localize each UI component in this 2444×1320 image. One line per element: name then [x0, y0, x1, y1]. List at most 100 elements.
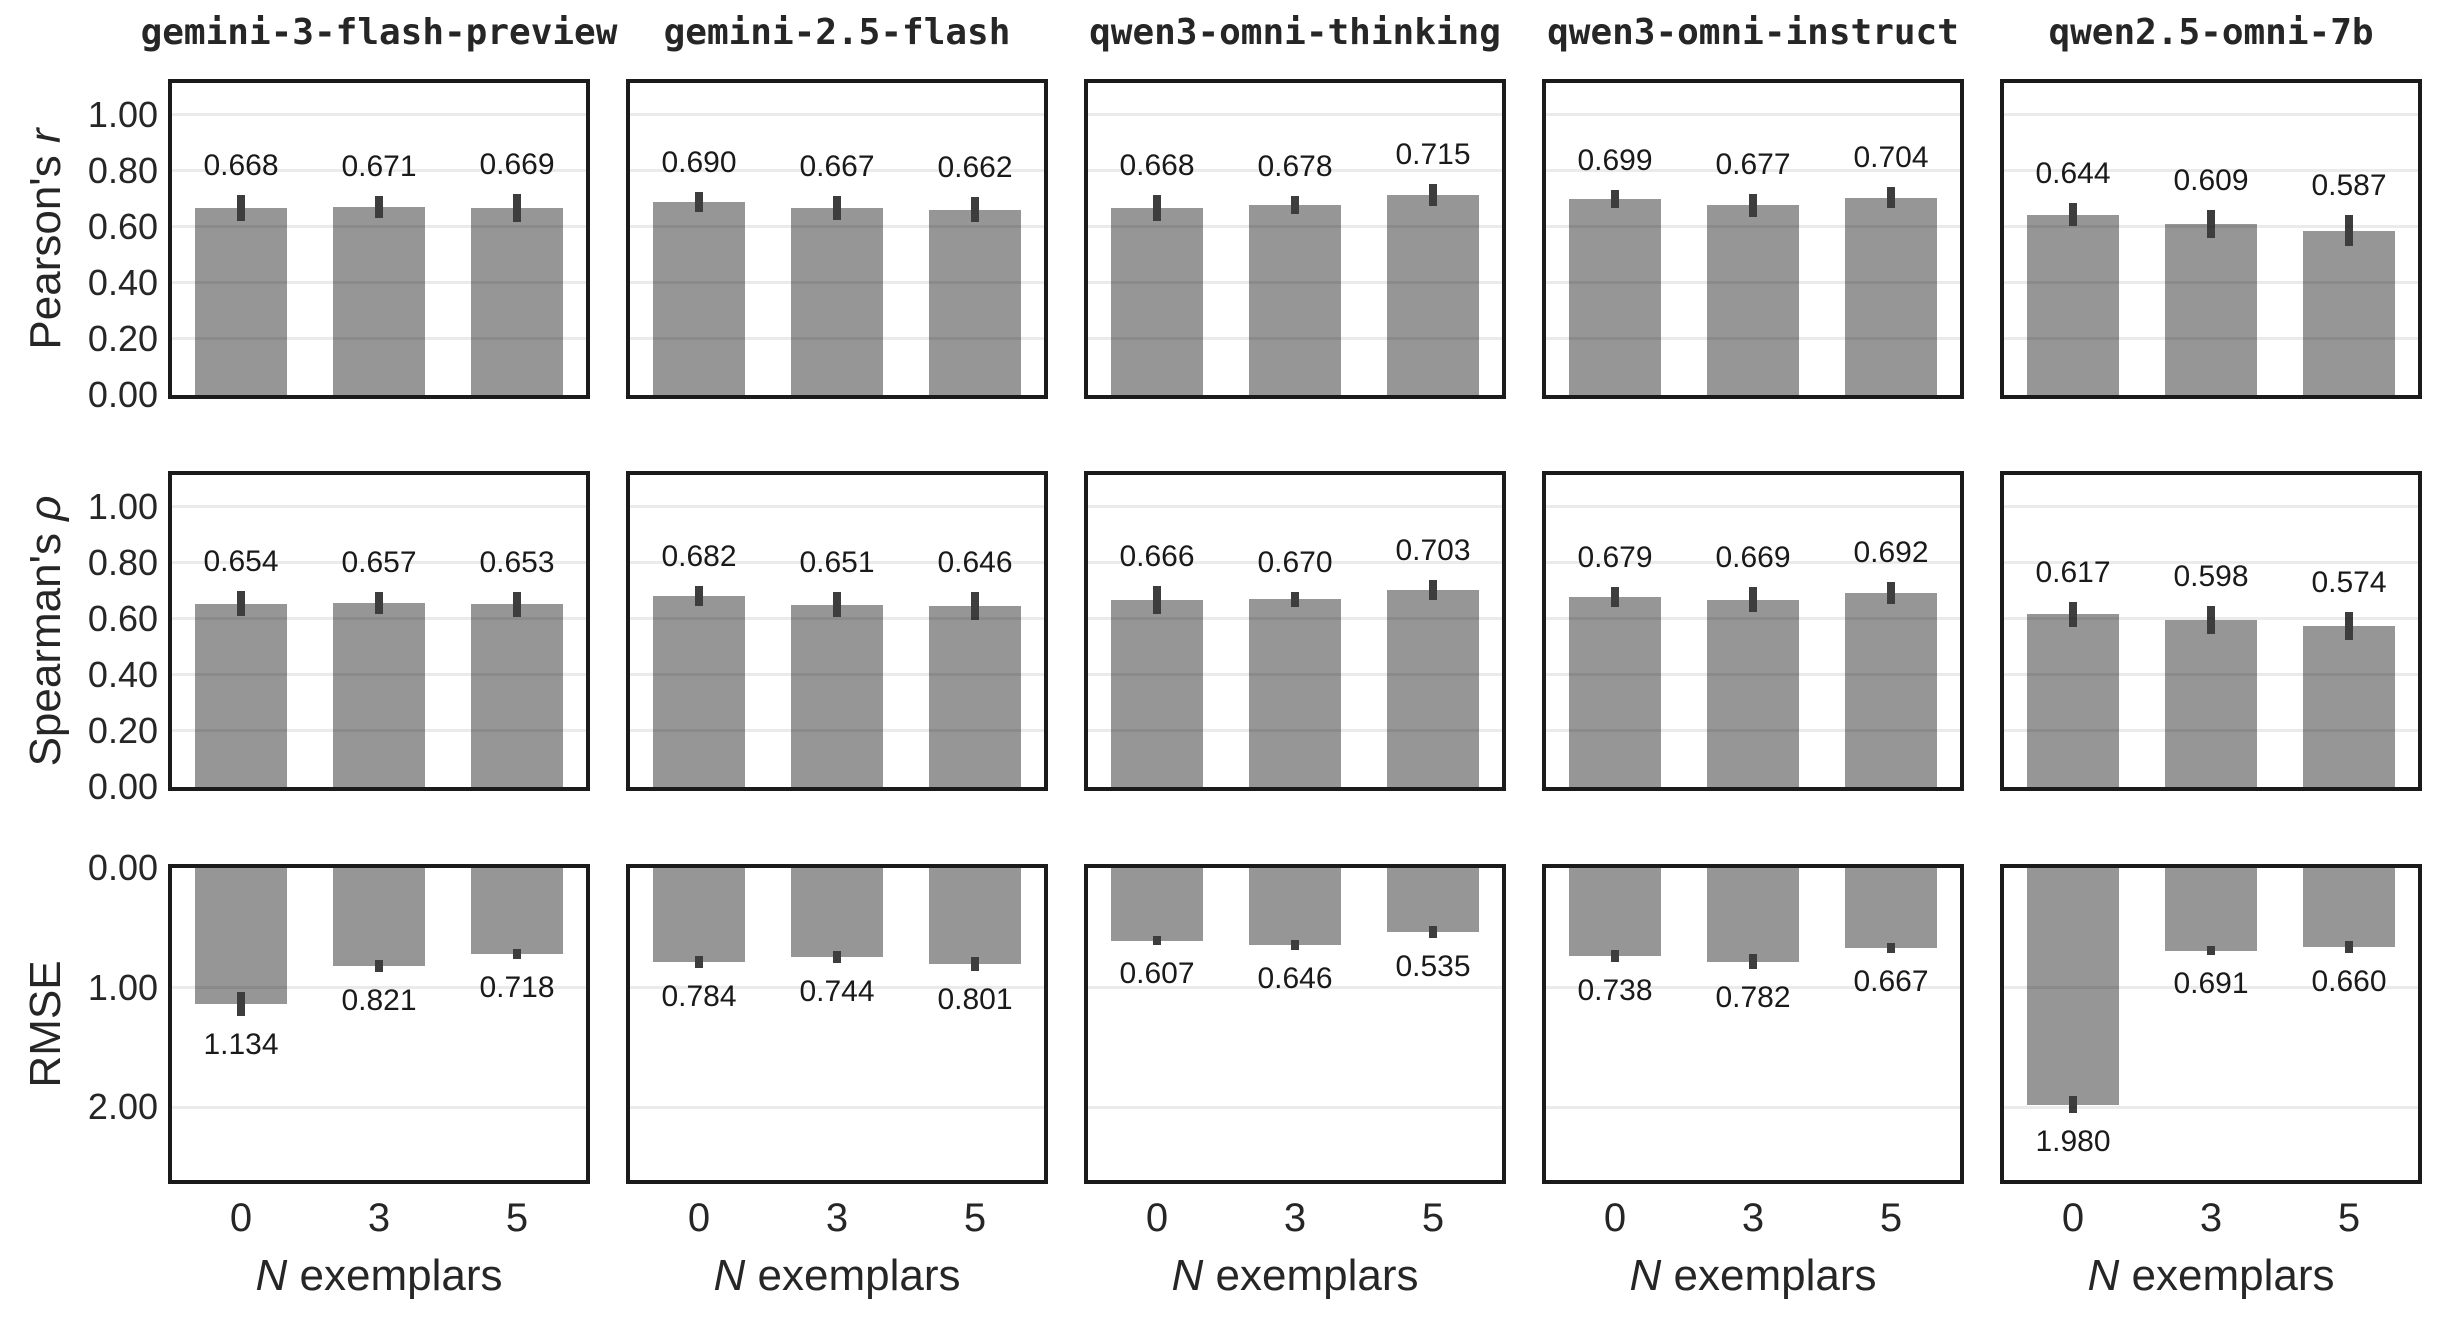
bar-value-label: 0.678 — [1257, 150, 1333, 184]
x-tick-label: 0 — [687, 1196, 711, 1240]
bar — [1249, 205, 1341, 395]
x-tick-label: 0 — [2061, 1196, 2085, 1240]
bar-value-label: 0.617 — [2035, 555, 2111, 589]
gridline — [2004, 729, 2418, 733]
bar — [2165, 619, 2257, 787]
y-tick-label: 1.00 — [87, 966, 158, 1008]
error-bar — [833, 950, 841, 963]
error-bar — [237, 591, 245, 617]
bar — [333, 207, 425, 395]
error-bar — [2069, 203, 2077, 226]
panel-pearson_r-qwen3-omni-thinking: 0.668 0.678 0.715 — [1084, 79, 1506, 399]
gridline — [630, 617, 1044, 621]
bar-value-label: 0.718 — [479, 970, 555, 1004]
bar-value-label: 0.669 — [479, 147, 555, 181]
gridline — [2004, 986, 2418, 990]
bar-value-label: 0.782 — [1715, 980, 1791, 1014]
error-bar — [513, 193, 521, 222]
error-bar — [1749, 587, 1757, 613]
axis-label-symbol: N — [713, 1251, 746, 1300]
y-tick-label: 0.20 — [87, 709, 158, 751]
axis-label-text: exemplars — [745, 1251, 961, 1300]
gridline — [2004, 113, 2418, 117]
bar-value-label: 0.667 — [1853, 964, 1929, 998]
bar-value-label: 0.704 — [1853, 141, 1929, 175]
bar-value-label: 0.691 — [2173, 967, 2249, 1001]
error-bar — [971, 956, 979, 971]
panel-pearson_r-gemini-3-flash-preview: 0.668 0.671 0.669 — [168, 79, 590, 399]
error-bar — [2207, 605, 2215, 634]
gridline — [172, 561, 586, 565]
x-tick-label: 0 — [1603, 1196, 1627, 1240]
bar — [791, 868, 883, 957]
panel-spearman_rho-gemini-3-flash-preview: 0.654 0.657 0.653 — [168, 471, 590, 791]
y-tick-label: 2.00 — [87, 1086, 158, 1128]
bar-value-label: 0.784 — [661, 979, 737, 1013]
bar — [1707, 599, 1799, 787]
bar — [929, 868, 1021, 964]
bar-value-label: 1.980 — [2035, 1125, 2111, 1159]
bar — [1569, 596, 1661, 787]
gridline — [1546, 113, 1960, 117]
bar — [2303, 230, 2395, 395]
gridline — [630, 337, 1044, 341]
x-tick-label: 5 — [505, 1196, 529, 1240]
x-tick-label: 5 — [1879, 1196, 1903, 1240]
bar — [1111, 868, 1203, 941]
gridline — [2004, 337, 2418, 341]
bar-value-label: 0.598 — [2173, 559, 2249, 593]
panel-pearson_r-qwen2.5-omni-7b: 0.644 0.609 0.587 — [2000, 79, 2422, 399]
x-tick-label: 3 — [2199, 1196, 2223, 1240]
gridline — [172, 729, 586, 733]
error-bar — [833, 592, 841, 618]
x-axis-label: N exemplars — [256, 1252, 503, 1300]
gridline — [2004, 673, 2418, 677]
error-bar — [695, 191, 703, 212]
y-tick-label: 0.00 — [87, 374, 158, 415]
y-tick-label: 0.60 — [87, 597, 158, 639]
bar — [653, 868, 745, 962]
bar-value-label: 0.669 — [1715, 541, 1791, 575]
bar — [2027, 214, 2119, 395]
bar — [1387, 590, 1479, 787]
gridline — [172, 617, 586, 621]
gridline — [172, 281, 586, 285]
gridline — [1546, 673, 1960, 677]
panel-title: qwen3-omni-thinking — [1089, 12, 1501, 53]
gridline — [1546, 561, 1960, 565]
gridline — [1546, 281, 1960, 285]
bar-value-label: 0.607 — [1119, 957, 1195, 991]
gridline — [1546, 729, 1960, 733]
y-tick-label: 0.80 — [87, 149, 158, 191]
error-bar — [1887, 581, 1895, 605]
error-bar — [1291, 591, 1299, 608]
x-tick-label: 3 — [1741, 1196, 1765, 1240]
bar — [1845, 593, 1937, 787]
error-bar — [1291, 940, 1299, 951]
bar-value-label: 0.660 — [2311, 964, 2387, 998]
gridline — [1088, 113, 1502, 117]
bar-value-label: 0.609 — [2173, 164, 2249, 198]
x-axis-label: N exemplars — [1172, 1252, 1419, 1300]
gridline — [172, 337, 586, 341]
gridline — [630, 113, 1044, 117]
gridline — [630, 505, 1044, 509]
error-bar — [1153, 195, 1161, 221]
gridline — [1546, 337, 1960, 341]
panel-rmse-qwen3-omni-thinking: 0.607 0.646 0.535 — [1084, 864, 1506, 1184]
bar — [1569, 199, 1661, 395]
error-bar — [1611, 587, 1619, 607]
error-bar — [1429, 183, 1437, 206]
gridline — [630, 281, 1044, 285]
panel-spearman_rho-gemini-2.5-flash: 0.682 0.651 0.646 — [626, 471, 1048, 791]
error-bar — [1153, 935, 1161, 946]
error-bar — [695, 586, 703, 606]
bar-value-label: 0.690 — [661, 145, 737, 179]
bar — [1845, 197, 1937, 395]
bar — [1111, 600, 1203, 787]
bar — [471, 207, 563, 395]
bar-value-label: 0.646 — [937, 546, 1013, 580]
y-tick-label: 1.00 — [87, 485, 158, 527]
bar-value-label: 0.679 — [1577, 541, 1653, 575]
gridline — [630, 729, 1044, 733]
